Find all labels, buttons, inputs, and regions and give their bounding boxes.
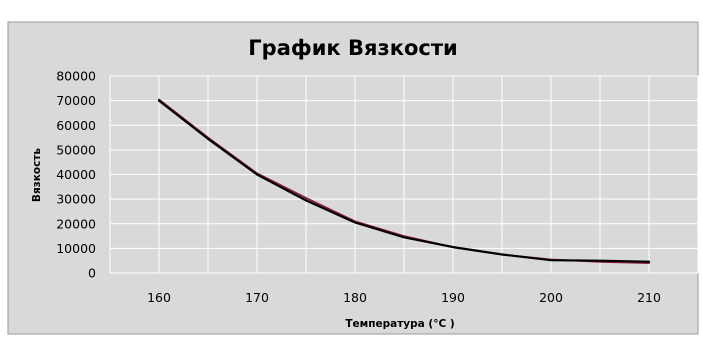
x-tick-label: 180 (343, 290, 367, 305)
x-tick-label: 190 (441, 290, 465, 305)
y-tick-label: 30000 (56, 192, 96, 207)
y-tick-label: 20000 (56, 216, 96, 231)
y-tick-label: 10000 (56, 241, 96, 256)
x-tick-label: 200 (539, 290, 563, 305)
y-tick-label: 70000 (56, 93, 96, 108)
x-axis-ticks: 160 170 180 190 200 210 (147, 290, 661, 305)
y-tick-label: 80000 (56, 69, 96, 84)
y-tick-label: 60000 (56, 118, 96, 133)
y-tick-label: 40000 (56, 167, 96, 182)
series-line-2 (157, 99, 651, 263)
grid (109, 75, 699, 274)
y-axis-ticks: 0 10000 20000 30000 40000 50000 60000 70000 8000… (56, 69, 96, 281)
x-tick-label: 210 (637, 290, 661, 305)
series-layer (157, 98, 651, 265)
y-tick-label: 50000 (56, 142, 96, 157)
x-tick-label: 160 (147, 290, 171, 305)
chart-title: График Вязкости (248, 36, 457, 60)
x-tick-label: 170 (245, 290, 269, 305)
y-axis-label: Вязкость (31, 148, 43, 202)
x-axis-label: Температура (°C ) (345, 318, 454, 330)
y-tick-label: 0 (88, 266, 96, 281)
